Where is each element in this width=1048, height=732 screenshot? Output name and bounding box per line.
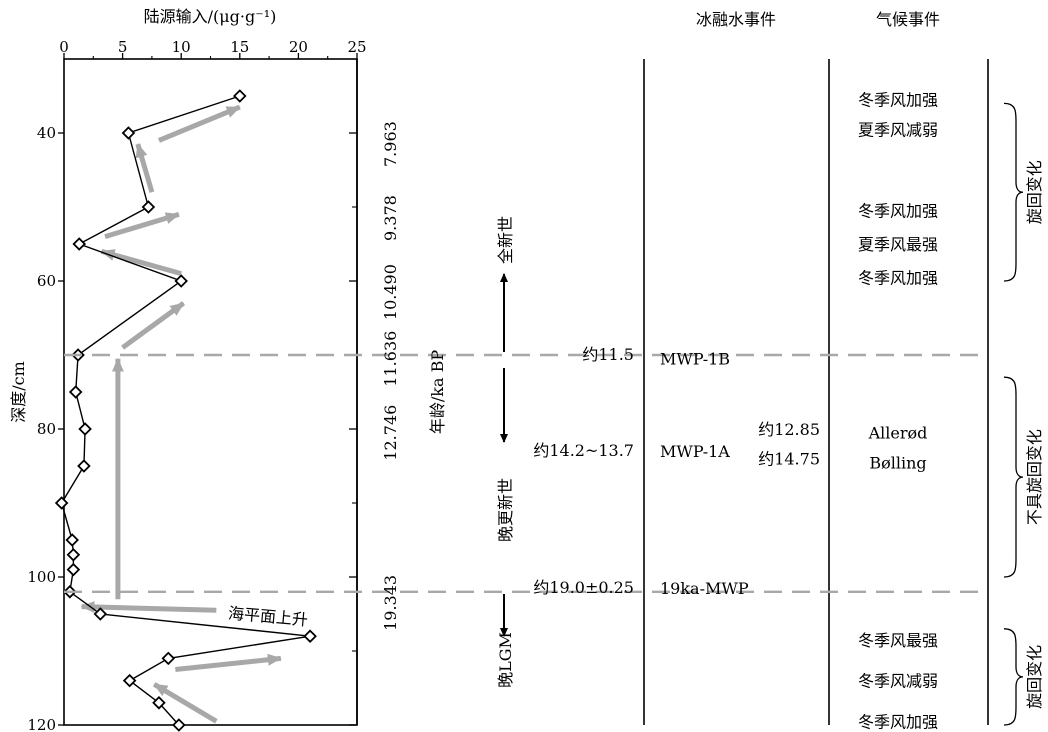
data-point xyxy=(66,548,81,562)
y-tick-label: 120 xyxy=(27,716,56,732)
x-tick-label: 5 xyxy=(118,38,128,56)
trend-arrow xyxy=(121,301,186,350)
climate-event: 冬季风加强 xyxy=(858,712,938,731)
series-line xyxy=(60,95,311,726)
data-point xyxy=(122,673,137,688)
x-tick-label: 10 xyxy=(172,38,191,56)
climate-event: 冬季风加强 xyxy=(858,268,938,287)
brace-label: 不具旋回变化 xyxy=(1025,429,1044,525)
trend-arrow xyxy=(100,248,182,277)
age-value: 19.343 xyxy=(381,575,400,631)
brace-label: 旋回变化 xyxy=(1025,645,1044,709)
x-tick-label: 15 xyxy=(230,38,249,56)
age-value: 10.490 xyxy=(381,264,400,320)
y-tick-label: 40 xyxy=(37,124,56,142)
age-value: 12.746 xyxy=(381,405,400,461)
data-series xyxy=(54,89,317,732)
meltwater-event: 19ka-MWP xyxy=(660,579,749,598)
data-point xyxy=(54,496,69,510)
axis-ticks: 0 5 10 15 20 25 40 60 80 100 120 xyxy=(27,38,366,732)
trend-arrow xyxy=(175,653,282,672)
y-axis-title: 深度/cm xyxy=(9,361,28,423)
data-point xyxy=(68,385,83,399)
data-point xyxy=(141,200,156,214)
data-point xyxy=(233,89,247,103)
climate-header: 气候事件 xyxy=(876,10,940,29)
boundary-age: 约14.2~13.7 xyxy=(533,441,634,460)
data-point xyxy=(77,459,91,473)
x-tick-label: 0 xyxy=(59,38,69,56)
data-point xyxy=(303,629,317,643)
brace-label: 旋回变化 xyxy=(1025,160,1044,224)
meltwater-header: 冰融水事件 xyxy=(696,10,776,29)
boundary-age: 约11.5 xyxy=(582,345,634,364)
age-value: 11.636 xyxy=(381,331,400,387)
climate-event: 冬季风最强 xyxy=(858,631,938,650)
climate-event: 冬季风加强 xyxy=(858,202,938,221)
trend-arrow xyxy=(104,212,180,239)
trend-arrow xyxy=(152,682,218,724)
age-axis-title: 年龄/ka BP xyxy=(428,350,447,434)
x-axis-title: 陆源输入/(μg·g⁻¹) xyxy=(144,7,277,26)
meltwater-event: MWP-1B xyxy=(660,350,730,369)
curly-brace xyxy=(1003,376,1024,578)
y-tick-label: 60 xyxy=(37,272,56,290)
holocene-label: 全新世 xyxy=(496,216,515,264)
x-tick-label: 25 xyxy=(347,38,366,56)
climate-event: Allerød xyxy=(868,424,928,443)
data-point xyxy=(78,422,92,436)
late-lgm-label: 晚LGM xyxy=(496,632,515,688)
data-point xyxy=(152,696,166,710)
climate-event: 夏季风最强 xyxy=(858,235,938,254)
data-point xyxy=(65,533,79,547)
data-point xyxy=(66,562,81,577)
x-tick-label: 20 xyxy=(289,38,308,56)
data-point xyxy=(121,126,136,140)
mwp1a-age: 约14.75 xyxy=(758,450,820,469)
trend-arrow xyxy=(157,104,241,143)
trend-arrow xyxy=(80,600,217,613)
table-content: 7.963 9.378 10.490 11.636 12.746 19.343 约11.5 约… xyxy=(381,91,1044,732)
age-value: 7.963 xyxy=(381,121,400,167)
boundary-age: 约19.0±0.25 xyxy=(533,578,634,597)
sea-level-label: 海平面上升 xyxy=(227,604,308,630)
y-tick-label: 100 xyxy=(27,568,56,586)
climate-event: 冬季风减弱 xyxy=(858,672,938,691)
curly-brace xyxy=(1003,102,1024,282)
trend-arrow xyxy=(135,143,155,193)
data-point xyxy=(72,237,87,251)
climate-event: 夏季风减弱 xyxy=(858,120,938,139)
boundary-lines xyxy=(64,353,988,593)
y-tick-label: 80 xyxy=(37,420,56,438)
data-point xyxy=(172,718,186,732)
trend-arrows xyxy=(80,104,282,724)
late-pleistocene-label: 晚更新世 xyxy=(496,478,515,542)
climate-event: Bølling xyxy=(869,453,926,472)
data-point xyxy=(174,274,188,288)
age-value: 9.378 xyxy=(381,195,400,241)
data-point xyxy=(93,607,108,621)
climate-event: 冬季风加强 xyxy=(858,91,938,110)
mwp1a-age: 约12.85 xyxy=(758,420,820,439)
data-point xyxy=(161,651,176,666)
meltwater-event: MWP-1A xyxy=(660,442,730,461)
curly-brace xyxy=(1003,628,1024,726)
